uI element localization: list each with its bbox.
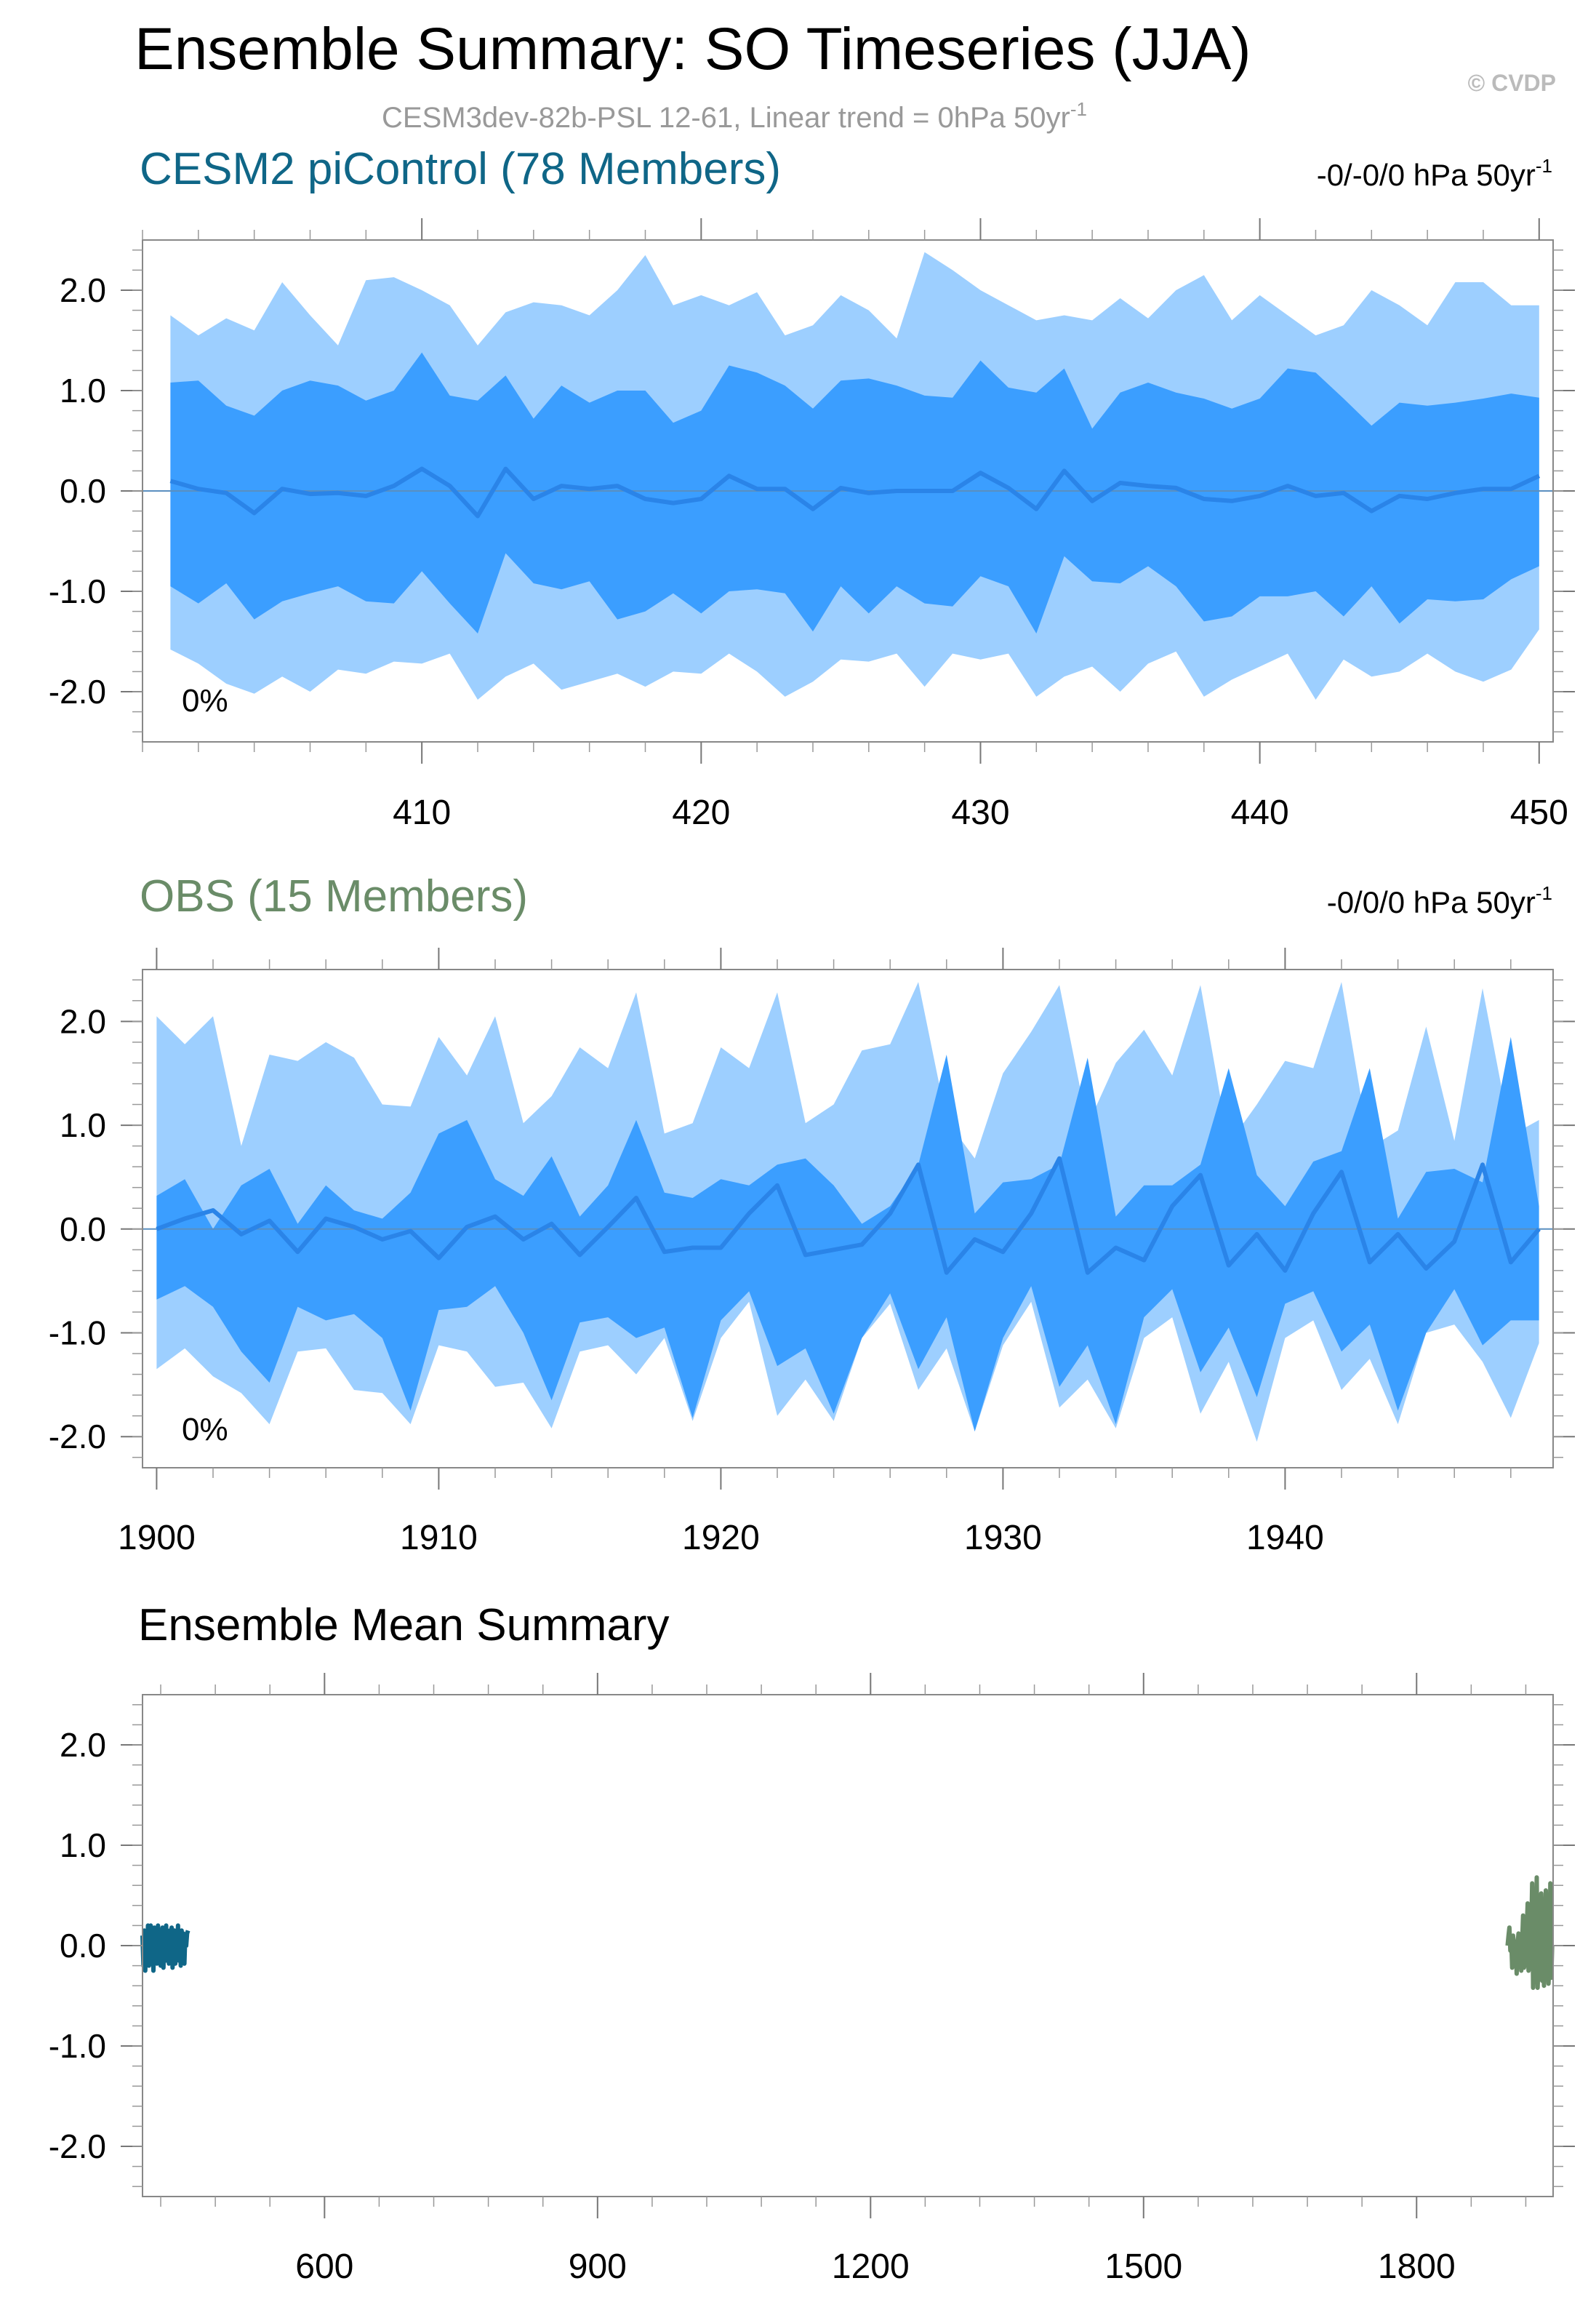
plot-area-ensemble-mean: 2.0 1.0 0.0 -1.0 -2.0 600 900 1200 1500 1800: [49, 1673, 1575, 2286]
percent-label: 0%: [182, 683, 228, 719]
x-tick-label: 600: [295, 2247, 353, 2286]
panel-obs-title: OBS (15 Members): [140, 871, 528, 922]
y-tick-label: 0.0: [60, 1210, 106, 1248]
y-tick-label: 1.0: [60, 1106, 106, 1144]
x-tick-label: 430: [951, 794, 1009, 832]
y-tick-label: -1.0: [49, 1314, 106, 1351]
x-tick-label: 1920: [682, 1519, 760, 1557]
panel-obs: OBS (15 Members) -0/0/0 hPa 50yr-1 0% 2.0…: [49, 871, 1575, 1557]
y-tick-label: 2.0: [60, 1002, 106, 1040]
y-tick-label: -2.0: [49, 673, 106, 711]
subtitle-superscript: -1: [1070, 98, 1087, 120]
y-tick-label: 1.0: [60, 1826, 106, 1864]
plot-area-obs: 0% 2.0 1.0 0.0 -1.0 -2.0 1900 1910 1920 1930 1940: [49, 948, 1575, 1557]
series-line-obs: [1505, 1875, 1555, 1990]
y-tick-label: 1.0: [60, 372, 106, 409]
x-tick-label: 1940: [1246, 1519, 1324, 1557]
y-tick-label: -1.0: [49, 2027, 106, 2065]
series-line-cesm2: [140, 1923, 191, 1973]
plot-area-cesm2: 0% 2.0 1.0 0.0 -1.0 -2.0 410 420 430 440 450: [49, 218, 1575, 832]
ensemble-mean-line: [169, 466, 1541, 519]
y-tick-label: 2.0: [60, 271, 106, 309]
band-p16-p84: [156, 1036, 1539, 1432]
x-tick-label: 1500: [1104, 2247, 1182, 2286]
band-p16-p84: [170, 352, 1539, 634]
x-tick-label: 1900: [118, 1519, 196, 1557]
figure-title: Ensemble Summary: SO Timeseries (JJA): [135, 16, 1251, 82]
panel-cesm2-title: CESM2 piControl (78 Members): [140, 144, 781, 194]
ensemble-mean-line: [156, 1156, 1541, 1275]
x-tick-label: 450: [1510, 794, 1568, 832]
x-tick-label: 1930: [964, 1519, 1042, 1557]
y-tick-label: 0.0: [60, 1927, 106, 1965]
x-tick-label: 440: [1231, 794, 1289, 832]
x-tick-label: 410: [393, 794, 451, 832]
trend-superscript: -1: [1536, 882, 1552, 904]
trend-superscript: -1: [1536, 155, 1552, 177]
panel-ensemble-mean-title: Ensemble Mean Summary: [138, 1600, 670, 1650]
plot-frame: [142, 969, 1554, 1468]
x-tick-label: 900: [569, 2247, 627, 2286]
percent-label: 0%: [182, 1412, 228, 1447]
y-tick-label: -1.0: [49, 572, 106, 610]
trend-text: -0/0/0 hPa 50yr: [1327, 885, 1536, 919]
trend-text: -0/-0/0 hPa 50yr: [1317, 158, 1536, 192]
panel-cesm2-picontrol: CESM2 piControl (78 Members) -0/-0/0 hPa…: [49, 144, 1575, 832]
x-tick-label: 1910: [400, 1519, 478, 1557]
subtitle-text: CESM3dev-82b-PSL 12-61, Linear trend = 0…: [382, 102, 1070, 134]
panel-ensemble-mean: Ensemble Mean Summary 2.0 1.0 0.0 -1.0 -2.0 6…: [49, 1600, 1575, 2286]
x-tick-label: 1800: [1378, 2247, 1456, 2286]
y-tick-label: 2.0: [60, 1726, 106, 1764]
panel-obs-trend: -0/0/0 hPa 50yr-1: [1327, 882, 1552, 919]
copyright-label: © CVDP: [1468, 70, 1556, 96]
y-tick-label: 0.0: [60, 472, 106, 510]
y-tick-label: -2.0: [49, 2127, 106, 2165]
x-tick-label: 420: [672, 794, 730, 832]
figure-subtitle: CESM3dev-82b-PSL 12-61, Linear trend = 0…: [382, 98, 1087, 134]
y-tick-label: -2.0: [49, 1418, 106, 1455]
panel-cesm2-trend: -0/-0/0 hPa 50yr-1: [1317, 155, 1552, 192]
plot-background: [143, 1695, 1553, 2197]
x-tick-label: 1200: [832, 2247, 910, 2286]
